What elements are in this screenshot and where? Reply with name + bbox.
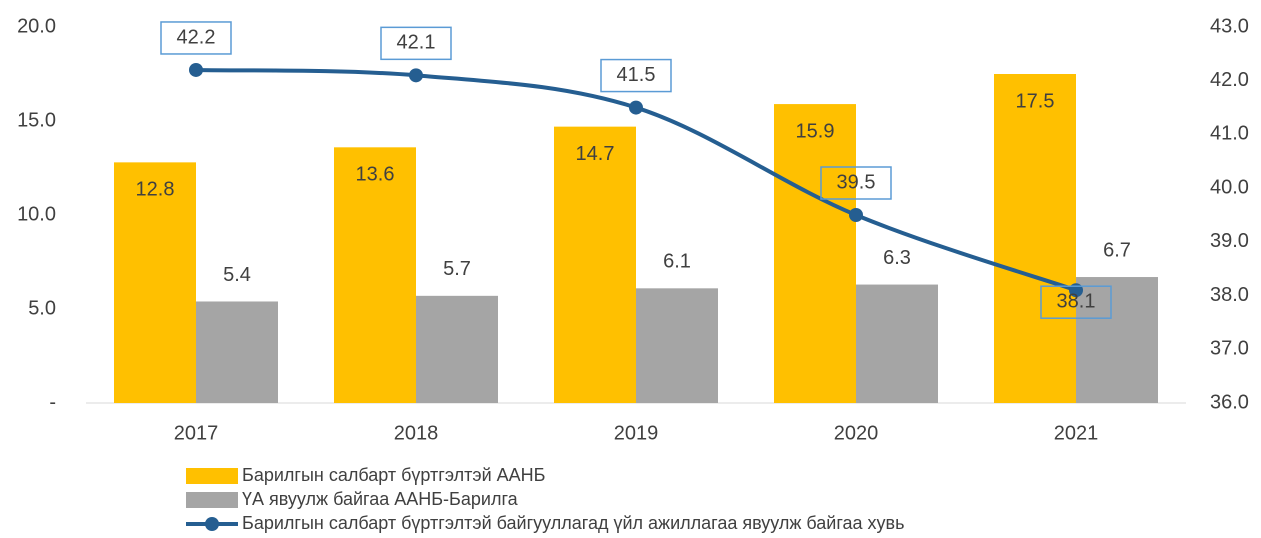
data-label: 42.2 bbox=[177, 26, 216, 48]
data-label-box bbox=[160, 21, 232, 55]
data-label: 38.1 bbox=[1057, 290, 1096, 312]
data-label-box bbox=[600, 58, 672, 93]
bar bbox=[994, 74, 1076, 403]
y-tick-label: 20.0 bbox=[17, 15, 56, 37]
line-point bbox=[849, 208, 863, 222]
data-label: 5.7 bbox=[443, 258, 471, 280]
y2-tick-label: 39.0 bbox=[1210, 230, 1249, 252]
y-tick-label: - bbox=[49, 391, 56, 413]
data-label: 6.3 bbox=[883, 247, 911, 269]
data-label: 15.9 bbox=[796, 120, 835, 142]
data-label-box bbox=[1040, 285, 1112, 319]
data-label: 17.5 bbox=[1016, 90, 1055, 112]
data-label: 13.6 bbox=[356, 164, 395, 186]
data-label-box bbox=[820, 166, 892, 200]
legend-label: Барилгын салбарт бүртгэлтэй байгууллагад… bbox=[242, 513, 905, 533]
y-tick-label: 15.0 bbox=[17, 109, 56, 131]
y-tick-label: 5.0 bbox=[28, 297, 56, 319]
legend-label: ҮА явуулж байгаа ААНБ-Барилга bbox=[242, 489, 519, 509]
data-label-box bbox=[380, 26, 452, 61]
x-tick-label: 2021 bbox=[1054, 422, 1099, 444]
line-point bbox=[629, 100, 643, 115]
data-label: 14.7 bbox=[576, 143, 615, 165]
legend-swatch bbox=[186, 468, 238, 484]
bar bbox=[114, 162, 196, 403]
data-label: 39.5 bbox=[837, 171, 876, 193]
legend-label: Барилгын салбарт бүртгэлтэй ААНБ bbox=[242, 465, 545, 485]
data-label: 6.7 bbox=[1103, 239, 1131, 261]
y2-tick-label: 41.0 bbox=[1210, 123, 1249, 145]
y2-tick-label: 37.0 bbox=[1210, 338, 1249, 360]
bar bbox=[856, 284, 938, 403]
x-tick-label: 2018 bbox=[394, 422, 439, 444]
x-tick-label: 2020 bbox=[834, 422, 879, 444]
data-label: 12.8 bbox=[136, 179, 175, 201]
bar bbox=[554, 126, 636, 403]
x-tick-label: 2019 bbox=[614, 422, 659, 444]
data-label: 5.4 bbox=[223, 264, 251, 286]
y2-tick-label: 36.0 bbox=[1210, 391, 1249, 413]
data-label: 42.1 bbox=[397, 32, 436, 54]
bar bbox=[196, 301, 278, 403]
data-label: 41.5 bbox=[617, 64, 656, 86]
bar bbox=[636, 288, 718, 403]
x-tick-label: 2017 bbox=[174, 422, 219, 444]
y2-tick-label: 42.0 bbox=[1210, 69, 1249, 91]
legend-swatch bbox=[186, 492, 238, 508]
data-label: 6.1 bbox=[663, 251, 691, 273]
y2-tick-label: 40.0 bbox=[1210, 176, 1249, 198]
y2-tick-label: 38.0 bbox=[1210, 284, 1249, 306]
legend-marker bbox=[205, 517, 219, 531]
line-point bbox=[189, 62, 203, 77]
bar bbox=[416, 295, 498, 403]
y2-tick-label: 43.0 bbox=[1210, 15, 1249, 37]
bar bbox=[334, 147, 416, 403]
line-point bbox=[409, 68, 423, 83]
bar bbox=[774, 104, 856, 403]
y-tick-label: 10.0 bbox=[17, 203, 56, 225]
bar bbox=[1076, 277, 1158, 403]
